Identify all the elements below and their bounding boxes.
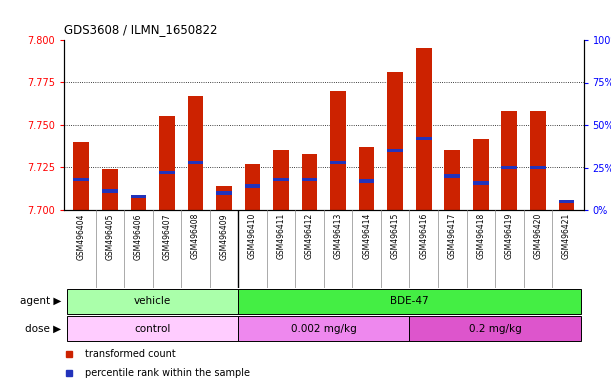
Bar	[302, 154, 317, 210]
Text: GSM496407: GSM496407	[163, 213, 171, 260]
Bar	[216, 186, 232, 210]
Bar	[67, 316, 238, 341]
Text: GSM496406: GSM496406	[134, 213, 143, 260]
Text: GDS3608 / ILMN_1650822: GDS3608 / ILMN_1650822	[64, 23, 218, 36]
Text: GSM496413: GSM496413	[334, 213, 343, 260]
Bar	[558, 200, 574, 204]
Text: GSM496416: GSM496416	[419, 213, 428, 260]
Text: GSM496421: GSM496421	[562, 213, 571, 259]
Text: agent ▶: agent ▶	[20, 296, 61, 306]
Bar	[416, 48, 431, 210]
Text: dose ▶: dose ▶	[25, 323, 61, 333]
Bar	[273, 177, 289, 181]
Bar	[216, 191, 232, 195]
Text: GSM496412: GSM496412	[305, 213, 314, 259]
Bar	[444, 174, 460, 178]
Bar	[188, 161, 203, 164]
Text: GSM496411: GSM496411	[277, 213, 285, 259]
Text: GSM496418: GSM496418	[477, 213, 485, 259]
Bar	[159, 116, 175, 210]
Bar	[331, 161, 346, 164]
Bar	[331, 91, 346, 210]
Bar	[530, 111, 546, 210]
Bar	[273, 151, 289, 210]
Text: GSM496414: GSM496414	[362, 213, 371, 260]
Bar	[416, 137, 431, 141]
Bar	[159, 171, 175, 174]
Bar	[444, 151, 460, 210]
Bar	[359, 179, 375, 183]
Bar	[502, 111, 517, 210]
Text: GSM496419: GSM496419	[505, 213, 514, 260]
Text: BDE-47: BDE-47	[390, 296, 429, 306]
Bar	[359, 147, 375, 210]
Text: GSM496415: GSM496415	[390, 213, 400, 260]
Text: 0.2 mg/kg: 0.2 mg/kg	[469, 323, 521, 333]
Text: control: control	[134, 323, 171, 333]
Bar	[530, 166, 546, 169]
Text: vehicle: vehicle	[134, 296, 171, 306]
Bar	[244, 184, 260, 188]
Bar	[558, 200, 574, 210]
Bar	[244, 164, 260, 210]
Bar	[188, 96, 203, 210]
Text: GSM496408: GSM496408	[191, 213, 200, 260]
Bar	[387, 149, 403, 152]
Bar	[387, 72, 403, 210]
Bar	[302, 177, 317, 181]
Bar	[73, 177, 89, 181]
Text: GSM496409: GSM496409	[219, 213, 229, 260]
Text: GSM496417: GSM496417	[448, 213, 457, 260]
Text: GSM496405: GSM496405	[105, 213, 114, 260]
Text: GSM496404: GSM496404	[77, 213, 86, 260]
Text: GSM496410: GSM496410	[248, 213, 257, 260]
Text: percentile rank within the sample: percentile rank within the sample	[85, 368, 250, 378]
Text: GSM496420: GSM496420	[533, 213, 543, 260]
Bar	[473, 181, 489, 185]
Bar	[409, 316, 580, 341]
Bar	[102, 169, 118, 210]
Text: 0.002 mg/kg: 0.002 mg/kg	[291, 323, 357, 333]
Bar	[473, 139, 489, 210]
Text: transformed count: transformed count	[85, 349, 176, 359]
Bar	[502, 166, 517, 169]
Bar	[102, 189, 118, 193]
Bar	[131, 195, 146, 198]
Bar	[67, 289, 238, 314]
Bar	[238, 289, 580, 314]
Bar	[131, 198, 146, 210]
Bar	[73, 142, 89, 210]
Bar	[238, 316, 409, 341]
